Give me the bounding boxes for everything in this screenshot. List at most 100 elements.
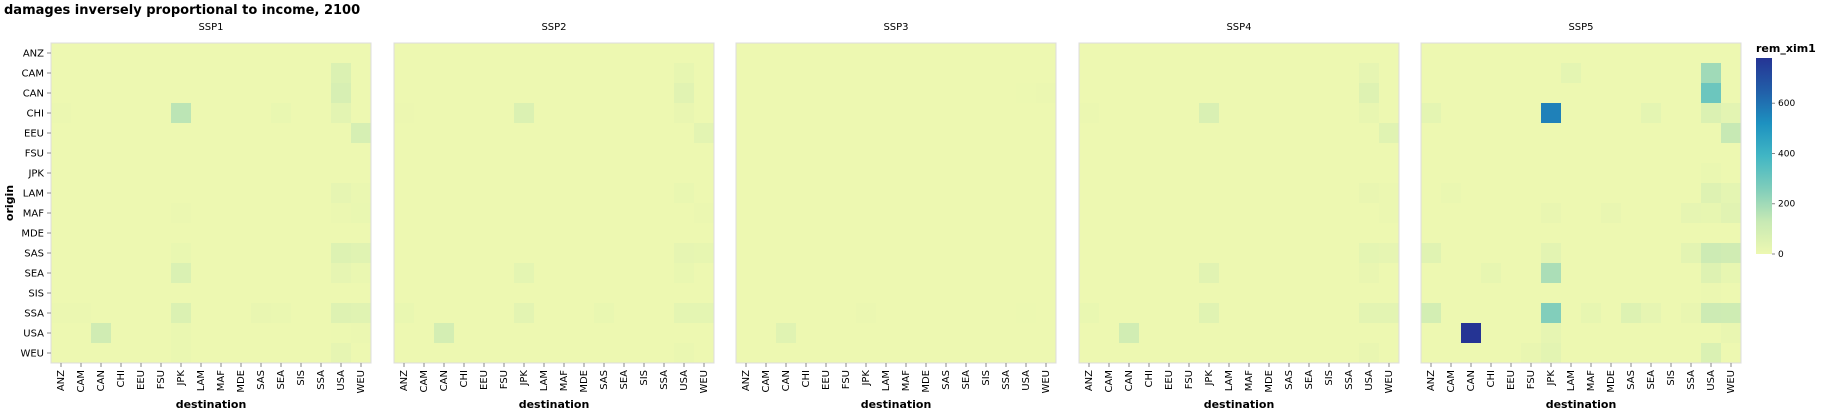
heatmap-cell <box>414 343 435 364</box>
heatmap-cell <box>494 83 515 104</box>
heatmap-cell <box>634 343 655 364</box>
x-tick-label: SSA <box>1686 370 1697 390</box>
heatmap-cell <box>674 343 695 364</box>
heatmap-cell <box>554 323 575 344</box>
heatmap-cell <box>394 163 415 184</box>
heatmap-cell <box>151 183 172 204</box>
x-tick-label: EEU <box>479 370 490 390</box>
heatmap-cell <box>816 283 837 304</box>
heatmap-cell <box>51 83 72 104</box>
heatmap-cell <box>131 123 152 144</box>
heatmap-cell <box>736 203 757 224</box>
heatmap-cell <box>171 323 192 344</box>
heatmap-cell <box>331 303 352 324</box>
heatmap-cell <box>91 123 112 144</box>
heatmap-cell <box>231 103 252 124</box>
heatmap-cell <box>251 183 272 204</box>
heatmap-cell <box>1379 83 1400 104</box>
heatmap-cell <box>956 83 977 104</box>
x-tick-label: SIS <box>981 370 992 386</box>
heatmap-cell <box>91 203 112 224</box>
heatmap-cell <box>1259 163 1280 184</box>
heatmap-cell <box>1219 63 1240 84</box>
heatmap-cell <box>474 303 495 324</box>
heatmap-cell <box>736 303 757 324</box>
heatmap-cell <box>1421 143 1442 164</box>
heatmap-cell <box>1239 303 1260 324</box>
heatmap-cell <box>1701 63 1722 84</box>
heatmap-cell <box>956 323 977 344</box>
heatmap-cell <box>251 143 272 164</box>
heatmap-cell <box>1379 103 1400 124</box>
heatmap-cell <box>1621 43 1642 64</box>
heatmap-cell <box>1561 343 1582 364</box>
heatmap-cell <box>554 43 575 64</box>
heatmap-cell <box>1481 103 1502 124</box>
heatmap-cell <box>1701 303 1722 324</box>
heatmap-cell <box>1219 263 1240 284</box>
heatmap-cell <box>514 223 535 244</box>
heatmap-cell <box>916 43 937 64</box>
heatmap-cell <box>1339 203 1360 224</box>
heatmap-cell <box>1036 223 1057 244</box>
heatmap-cell <box>1016 63 1037 84</box>
heatmap-cell <box>1441 323 1462 344</box>
heatmap-cell <box>876 283 897 304</box>
heatmap-cell <box>71 43 92 64</box>
heatmap-cell <box>534 143 555 164</box>
heatmap-cell <box>1521 83 1542 104</box>
heatmap-cell <box>756 83 777 104</box>
heatmap-cell <box>1581 323 1602 344</box>
heatmap-cell <box>291 63 312 84</box>
heatmap-cell <box>1461 203 1482 224</box>
heatmap-cell <box>1359 43 1380 64</box>
heatmap-cell <box>594 223 615 244</box>
heatmap-cell <box>1259 323 1280 344</box>
heatmap-cell <box>331 43 352 64</box>
heatmap-cell <box>694 163 715 184</box>
heatmap-cell <box>936 203 957 224</box>
heatmap-cell <box>816 223 837 244</box>
heatmap-cell <box>1099 103 1120 124</box>
heatmap-cell <box>1621 223 1642 244</box>
heatmap-cell <box>1521 43 1542 64</box>
heatmap-cell <box>414 163 435 184</box>
heatmap-cell <box>71 123 92 144</box>
heatmap-cell <box>291 83 312 104</box>
heatmap-cell <box>291 283 312 304</box>
heatmap-cell <box>1239 43 1260 64</box>
panel-title: SSP3 <box>883 22 908 33</box>
heatmap-cell <box>776 303 797 324</box>
heatmap-cell <box>454 103 475 124</box>
heatmap-cell <box>111 243 132 264</box>
heatmap-cell <box>1339 303 1360 324</box>
heatmap-cell <box>896 43 917 64</box>
heatmap-cell <box>1139 283 1160 304</box>
heatmap-cell <box>1541 63 1562 84</box>
heatmap-cell <box>171 43 192 64</box>
heatmap-cell <box>91 263 112 284</box>
panel-frame <box>393 42 715 364</box>
heatmap-cell <box>756 183 777 204</box>
heatmap-cell <box>351 43 372 64</box>
heatmap-cell <box>1701 223 1722 244</box>
heatmap-cell <box>151 163 172 184</box>
heatmap-cell <box>956 203 977 224</box>
heatmap-cell <box>191 203 212 224</box>
heatmap-cell <box>796 143 817 164</box>
heatmap-cell <box>896 223 917 244</box>
heatmap-cell <box>856 63 877 84</box>
heatmap-cell <box>1501 303 1522 324</box>
legend-tick-label: 400 <box>1778 149 1795 159</box>
heatmap-cell <box>434 63 455 84</box>
heatmap-cell <box>756 143 777 164</box>
heatmap-cell <box>514 203 535 224</box>
heatmap-cell <box>1581 343 1602 364</box>
heatmap-cell <box>474 343 495 364</box>
heatmap-cell <box>514 43 535 64</box>
heatmap-cell <box>251 343 272 364</box>
heatmap-cell <box>674 83 695 104</box>
heatmap-cell <box>674 103 695 124</box>
heatmap-cell <box>996 283 1017 304</box>
heatmap-cell <box>1016 183 1037 204</box>
